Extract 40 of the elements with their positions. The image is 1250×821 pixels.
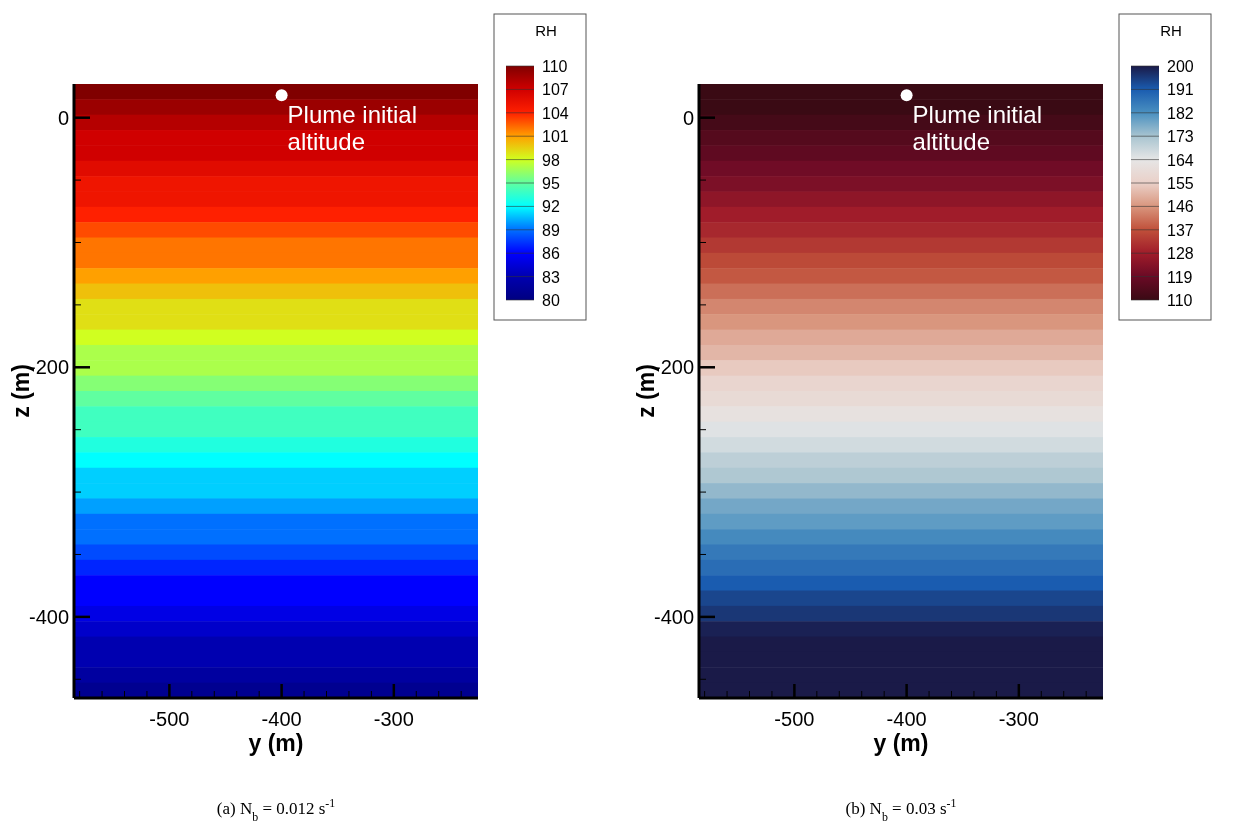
x-axis-title: y (m)	[248, 730, 304, 756]
color-bar-label: 101	[542, 128, 569, 146]
x-tick-label: -500	[149, 708, 190, 730]
y-tick-label: -400	[653, 605, 694, 628]
color-bar-label: 164	[1167, 151, 1194, 169]
color-bar-label: 83	[542, 268, 560, 286]
color-bar-label: 80	[542, 292, 560, 309]
color-bar-label: 137	[1167, 221, 1194, 239]
color-bar-label: 155	[1167, 175, 1194, 192]
color-bar-label: 107	[542, 81, 569, 99]
color-bar-label: 146	[1167, 198, 1194, 216]
x-tick-label: -400	[261, 708, 302, 730]
color-bar-label: 98	[542, 151, 560, 169]
y-tick-label: 0	[682, 106, 694, 129]
color-bar-title: RH	[1160, 22, 1182, 39]
x-axis-title: y (m)	[873, 730, 929, 756]
text: (a) N$_{b}$ = 0.012 s$^{-1}$	[216, 796, 336, 821]
color-bar-label: 104	[542, 104, 569, 122]
annotation: Plume initial altitude	[287, 101, 417, 156]
color-bar-label: 95	[542, 175, 560, 192]
x-tick-label: -400	[886, 708, 927, 730]
annotation: Plume initial altitude	[912, 101, 1042, 156]
y-tick-label: 0	[57, 106, 69, 129]
color-bar-label: 119	[1167, 268, 1193, 286]
y-tick-label: -400	[28, 605, 69, 628]
x-tick-label: -500	[774, 708, 815, 730]
color-bar-label: 86	[542, 245, 560, 263]
color-bar-label: 110	[1167, 292, 1193, 309]
x-tick-label: -300	[998, 708, 1039, 730]
text: (b) N$_{b}$ = 0.03 s$^{-1}$	[845, 796, 957, 821]
color-bar-title: RH	[535, 22, 557, 39]
color-bar-label: 92	[542, 198, 560, 216]
x-tick-label: -300	[373, 708, 414, 730]
color-bar-label: 89	[542, 221, 560, 239]
color-bar-label: 191	[1167, 81, 1194, 99]
color-bar-label: 110	[542, 58, 568, 75]
color-bar-label: 182	[1167, 104, 1194, 122]
color-bar-label: 128	[1167, 245, 1194, 263]
color-bar-label: 200	[1167, 58, 1194, 75]
color-bar-label: 173	[1167, 128, 1194, 146]
